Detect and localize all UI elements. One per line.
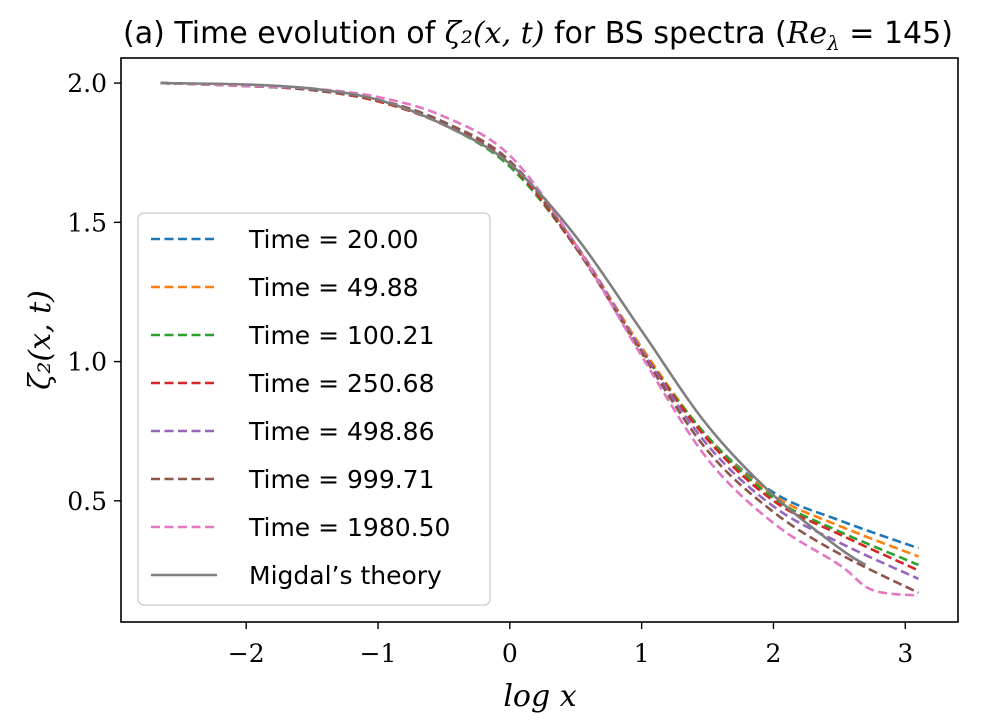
legend-label: Time = 250.68 (248, 369, 435, 398)
y-tick-label: 1.5 (67, 208, 107, 237)
y-tick-label: 0.5 (67, 487, 107, 516)
y-tick-label: 2.0 (67, 69, 107, 98)
y-axis-label: ζ₂(x, t) (23, 290, 58, 390)
legend-label: Migdal’s theory (249, 561, 442, 590)
series-line-6 (160, 81, 920, 594)
series-line-8 (160, 81, 867, 567)
plot-frame (120, 57, 959, 623)
chart-title: (a) Time evolution of ζ₂(x, t) for BS sp… (123, 16, 953, 55)
y-tick-label: 1.0 (67, 348, 107, 377)
legend-label: Time = 100.21 (248, 321, 435, 350)
x-tick-label: −2 (228, 639, 265, 668)
y-axis-ticks: 0.5 1.0 1.5 2.0 (67, 69, 121, 516)
legend-box (137, 212, 491, 606)
legend-label: Time = 999.71 (248, 465, 435, 494)
legend-label: Time = 498.86 (248, 417, 435, 446)
legend: Time = 20.00 Time = 49.88 Time = 100.21 Tim… (137, 212, 491, 606)
legend-label: Time = 20.00 (248, 225, 419, 254)
plot-lines (160, 81, 920, 597)
x-tick-label: 3 (897, 639, 913, 668)
x-tick-label: −1 (360, 639, 397, 668)
x-tick-label: 2 (766, 639, 782, 668)
x-axis-label: log x (503, 679, 576, 714)
x-tick-label: 0 (502, 639, 518, 668)
legend-label: Time = 1980.50 (248, 513, 450, 542)
x-axis-ticks: −2 −1 0 1 2 3 (228, 622, 913, 668)
legend-label: Time = 49.88 (248, 273, 419, 302)
x-tick-label: 1 (634, 639, 650, 668)
